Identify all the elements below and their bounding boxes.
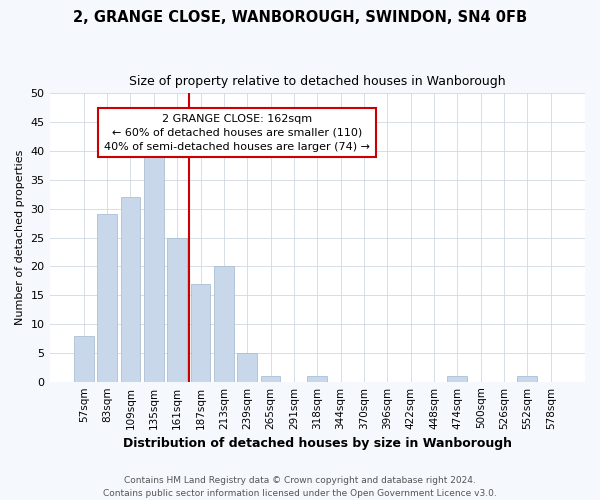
Bar — [97, 214, 117, 382]
Bar — [214, 266, 234, 382]
X-axis label: Distribution of detached houses by size in Wanborough: Distribution of detached houses by size … — [123, 437, 512, 450]
Text: 2 GRANGE CLOSE: 162sqm
← 60% of detached houses are smaller (110)
40% of semi-de: 2 GRANGE CLOSE: 162sqm ← 60% of detached… — [104, 114, 370, 152]
Title: Size of property relative to detached houses in Wanborough: Size of property relative to detached ho… — [129, 75, 506, 88]
Text: 2, GRANGE CLOSE, WANBOROUGH, SWINDON, SN4 0FB: 2, GRANGE CLOSE, WANBOROUGH, SWINDON, SN… — [73, 10, 527, 25]
Bar — [238, 353, 257, 382]
Bar — [260, 376, 280, 382]
Bar — [307, 376, 327, 382]
Bar — [144, 145, 164, 382]
Bar — [448, 376, 467, 382]
Bar — [121, 197, 140, 382]
Bar — [191, 284, 211, 382]
Y-axis label: Number of detached properties: Number of detached properties — [15, 150, 25, 325]
Text: Contains HM Land Registry data © Crown copyright and database right 2024.
Contai: Contains HM Land Registry data © Crown c… — [103, 476, 497, 498]
Bar — [74, 336, 94, 382]
Bar — [167, 238, 187, 382]
Bar — [517, 376, 538, 382]
